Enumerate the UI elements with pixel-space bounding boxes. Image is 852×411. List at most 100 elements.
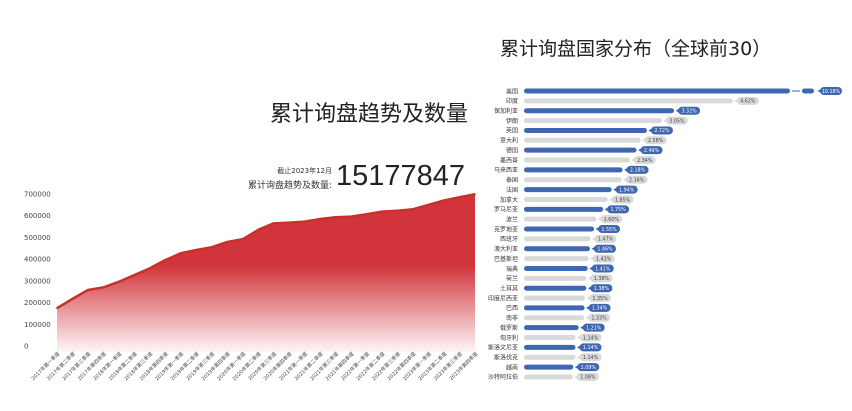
value-label: 2.18% [630,168,646,174]
data-point [381,210,383,213]
value-pill-pointer [623,177,627,182]
data-point [319,218,321,220]
data-point [412,208,414,210]
value-pill-pointer [585,315,590,320]
value-pill [644,136,667,145]
data-point [149,267,151,270]
data-point [56,307,58,310]
data-point [102,286,105,289]
y-tick-label: 100000 [24,321,51,329]
value-pill [591,264,614,273]
y-tick-label: 700000 [24,191,51,199]
data-point [257,229,260,231]
bar [524,196,608,202]
country-label: 英国 [506,127,518,135]
value-label: 1.75% [610,207,626,213]
value-pill [594,234,617,243]
value-pill [589,294,612,303]
value-pill [665,116,688,125]
data-point [164,259,167,261]
value-pill-pointer [609,197,613,202]
y-tick-label: 400000 [24,256,51,264]
value-label: 1.14% [583,335,599,341]
total-value: 15177847 [336,160,466,192]
value-label: 1.46% [597,247,613,253]
data-point [241,238,244,240]
bar [524,187,612,193]
bar [524,88,790,94]
value-pill [593,244,616,253]
bar [524,305,585,311]
y-tick-label: 600000 [24,212,51,220]
value-label: 1.47% [598,237,614,243]
value-label: 1.21% [586,325,602,331]
bar [524,246,590,252]
value-pill [590,274,613,283]
value-label: 1.09% [581,365,597,371]
bar [524,118,662,124]
value-label: 1.08% [580,375,596,381]
bar [524,137,641,143]
value-pill [615,185,638,194]
country-label: 印度 [506,97,518,105]
value-pill [588,303,611,312]
bar [524,325,579,331]
value-pill-pointer [589,266,593,271]
country-label: 巴西 [506,305,518,312]
value-pill [736,96,759,105]
country-label: 克罗地亚 [494,225,518,233]
value-pill [640,146,663,155]
value-pill-pointer [638,148,642,153]
value-label: 1.38% [594,286,610,292]
value-pill [576,372,599,381]
data-point [272,222,275,225]
bar [524,147,637,153]
country-label: 印度尼西亚 [488,294,518,302]
value-pill [650,126,673,135]
value-pill [820,87,842,95]
area-chart-title: 累计询盘趋势及数量 [269,102,468,127]
value-pill-pointer [577,345,581,350]
value-label: 1.94% [619,187,635,193]
bar [524,265,588,271]
value-pill-pointer [591,236,596,241]
value-label: 1.41% [595,266,611,272]
country-label: 意大利 [500,137,518,145]
bar [524,157,630,163]
country-label: 沙特阿拉伯 [488,373,518,381]
country-label: 南非 [506,314,518,322]
area-line [56,192,476,310]
y-tick-label: 200000 [24,299,51,307]
value-label: 1.85% [615,197,631,203]
value-pill [582,323,605,332]
value-pill-pointer [663,118,667,123]
data-point [118,280,120,283]
country-label: 越南 [506,363,518,371]
bar [524,344,576,350]
country-label: 德国 [506,146,518,154]
data-point [443,199,445,202]
bar [524,374,573,380]
value-pill [607,205,630,214]
value-pill [598,225,621,234]
value-pill-pointer [574,374,578,379]
country-label: 波兰 [506,215,518,223]
y-tick-label: 0 [24,343,28,351]
value-pill [592,254,615,263]
value-label: 2.58% [648,138,664,144]
value-pill-pointer [586,296,591,301]
value-pill-pointer [587,276,592,281]
country-label: 巴基斯坦 [494,255,518,263]
value-label: 3.05% [669,118,685,124]
value-pill [588,313,611,322]
value-pill-pointer [574,365,579,370]
bar [524,295,586,301]
value-pill-pointer [591,246,595,251]
value-pill-pointer [597,217,602,222]
bar-chart: 美国 10.18% 印度 4.62% 保加利亚 3.32% 伊朗 3.05% 英国 2.72% 意大… [488,87,842,381]
country-label: 伊朗 [506,117,518,125]
data-point [180,252,182,255]
data-point [458,196,461,199]
data-point [226,241,229,243]
value-pill-pointer [613,187,617,192]
